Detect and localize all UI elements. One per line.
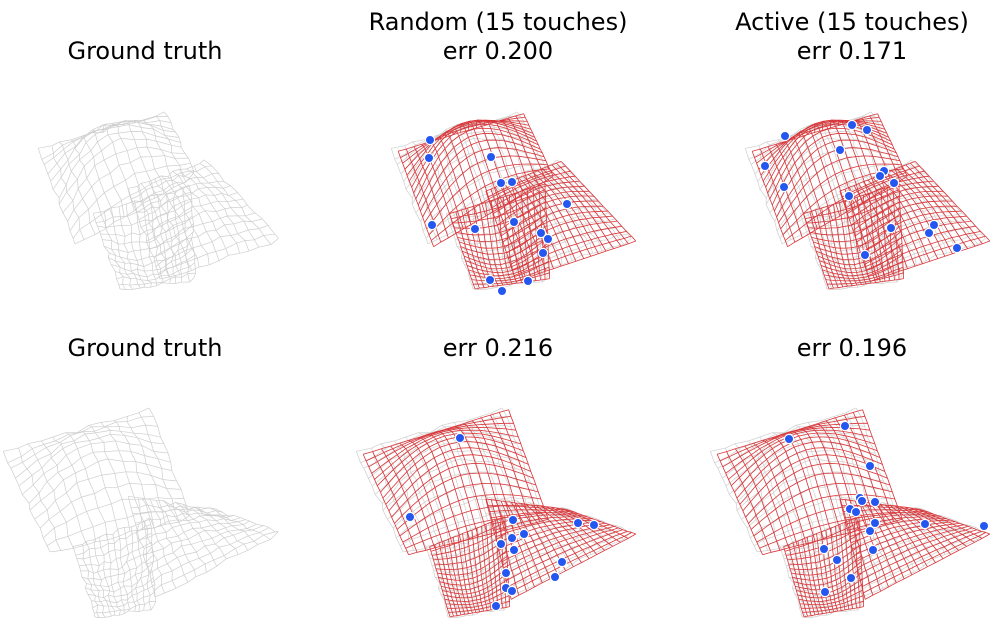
panel-active-2: err 0.196 [687, 318, 996, 618]
touch-point [500, 567, 512, 579]
reconstruction-mesh [744, 111, 991, 290]
touch-point [426, 219, 438, 231]
touch-point [485, 151, 497, 163]
touch-point [561, 198, 573, 210]
reconstruction-mesh [709, 407, 990, 618]
panel-ground-truth-2: Ground truth [0, 318, 310, 618]
touch-point [846, 119, 858, 131]
panel-random-2: err 0.216 [333, 318, 663, 618]
panel-title-line2: Ground truth [67, 334, 223, 362]
touch-point [864, 525, 876, 537]
touch-point [588, 519, 600, 531]
touch-point [818, 543, 830, 555]
touch-point [839, 420, 851, 432]
touch-point [508, 216, 520, 228]
touch-point [885, 222, 897, 234]
ground-truth-mesh [2, 407, 279, 618]
touch-point [484, 274, 496, 286]
touch-point [454, 432, 466, 444]
touch-point [508, 544, 520, 556]
ground-truth-mesh [37, 111, 279, 290]
touch-point [507, 514, 519, 526]
touch-point [888, 177, 900, 189]
touch-point [549, 571, 561, 583]
touch-point [572, 517, 584, 529]
touch-point [535, 227, 547, 239]
touch-point [978, 520, 990, 532]
touch-point [859, 249, 871, 261]
touch-point [423, 152, 435, 164]
touch-point [404, 511, 416, 523]
panel-title-line2: err 0.171 [796, 37, 908, 65]
touch-point [834, 144, 846, 156]
touch-point [779, 130, 791, 142]
touch-point [850, 506, 862, 518]
panel-title-line1: Active (15 touches) [735, 8, 969, 36]
touch-point [506, 176, 518, 188]
touch-point [506, 585, 518, 597]
touch-point [861, 124, 873, 136]
touch-point [469, 223, 481, 235]
touch-point [869, 496, 881, 508]
touch-point [522, 275, 534, 287]
panel-title-line2: err 0.200 [442, 37, 554, 65]
touch-point [919, 518, 931, 530]
touch-point [542, 233, 554, 245]
panel-active-1: Active (15 touches) err 0.171 [687, 0, 996, 300]
touch-point [495, 177, 507, 189]
panel-random-1: Random (15 touches) err 0.200 [333, 0, 663, 300]
touch-point [923, 227, 935, 239]
touch-point [496, 285, 508, 297]
touch-point [845, 572, 857, 584]
touch-point [819, 586, 831, 598]
panel-title-line2: err 0.216 [442, 334, 554, 362]
touch-point [495, 538, 507, 550]
touch-point [518, 528, 530, 540]
touch-point [843, 190, 855, 202]
panel-ground-truth-1: Ground truth [0, 0, 310, 300]
touch-point [537, 247, 549, 259]
touch-point [783, 433, 795, 445]
touch-point [864, 460, 876, 472]
touch-point [856, 495, 868, 507]
panel-title-line2: Ground truth [67, 37, 223, 65]
panel-title-line1: Random (15 touches) [368, 8, 628, 36]
touch-point [506, 532, 518, 544]
reconstruction-mesh [390, 111, 637, 297]
touch-point [759, 160, 771, 172]
reconstruction-mesh [355, 407, 636, 618]
touch-point [869, 517, 881, 529]
touch-point [928, 219, 940, 231]
touch-point [951, 242, 963, 254]
touch-point [778, 181, 790, 193]
touch-point [490, 600, 502, 612]
touch-point [424, 134, 436, 146]
panel-title-line2: err 0.196 [796, 334, 908, 362]
touch-point [556, 556, 568, 568]
touch-point [874, 170, 886, 182]
touch-point [831, 554, 843, 566]
touch-point [867, 544, 879, 556]
